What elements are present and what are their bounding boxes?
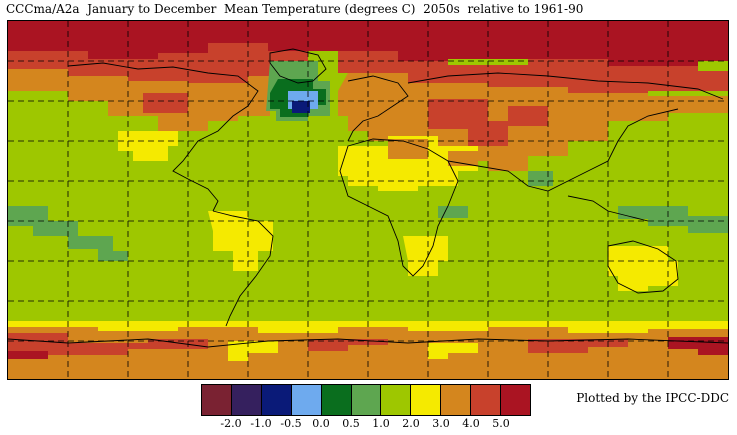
legend-tick-label: 4.0 bbox=[462, 417, 480, 430]
map-title: CCCma/A2a January to December Mean Tempe… bbox=[6, 2, 584, 16]
legend-swatch bbox=[381, 385, 412, 415]
legend-ticks: -2.0 -1.0 -0.5 0.0 0.5 1.0 2.0 3.0 4.0 5.0 bbox=[0, 417, 737, 433]
legend-swatch bbox=[321, 385, 352, 415]
legend-tick-label: 1.0 bbox=[372, 417, 390, 430]
legend-tick-label: 0.5 bbox=[342, 417, 360, 430]
temperature-map bbox=[7, 20, 729, 380]
legend-tick-label: 2.0 bbox=[402, 417, 420, 430]
legend-tick-label: 5.0 bbox=[492, 417, 510, 430]
credit-text: Plotted by the IPCC-DDC bbox=[576, 391, 729, 405]
legend-swatch bbox=[202, 385, 232, 415]
color-legend bbox=[201, 384, 531, 416]
legend-swatch bbox=[291, 385, 322, 415]
legend-swatch bbox=[441, 385, 472, 415]
legend-swatch bbox=[471, 385, 502, 415]
legend-tick-label: -1.0 bbox=[250, 417, 272, 430]
legend-swatch bbox=[501, 385, 530, 415]
legend-tick-label: 3.0 bbox=[432, 417, 450, 430]
legend-swatch bbox=[231, 385, 262, 415]
legend-tick-label: -0.5 bbox=[280, 417, 302, 430]
legend-swatch bbox=[351, 385, 382, 415]
legend-tick-label: -2.0 bbox=[220, 417, 242, 430]
legend-swatch bbox=[261, 385, 292, 415]
legend-swatch bbox=[411, 385, 442, 415]
map-canvas bbox=[8, 21, 728, 379]
legend-tick-label: 0.0 bbox=[312, 417, 330, 430]
